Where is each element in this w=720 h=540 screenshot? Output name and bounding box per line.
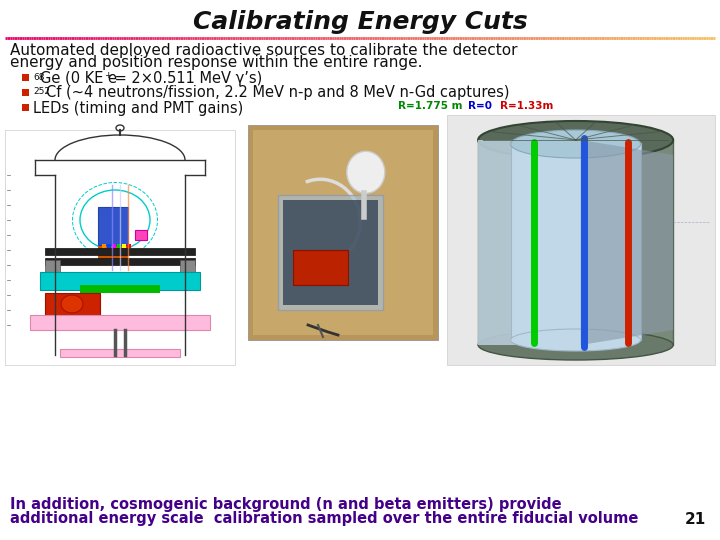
- Text: = 2×0.511 MeV γ’s): = 2×0.511 MeV γ’s): [110, 71, 262, 85]
- Bar: [478, 140, 673, 345]
- Bar: [278, 195, 383, 310]
- Text: R=0: R=0: [468, 101, 492, 111]
- Text: Cf (~4 neutrons/fission, 2.2 MeV n-p and 8 MeV n-Gd captures): Cf (~4 neutrons/fission, 2.2 MeV n-p and…: [46, 85, 510, 100]
- Text: In addition, cosmogenic background (n and beta emitters) provide: In addition, cosmogenic background (n an…: [10, 497, 562, 512]
- Polygon shape: [580, 140, 673, 345]
- Bar: [122, 244, 126, 248]
- Ellipse shape: [347, 151, 384, 193]
- Polygon shape: [478, 140, 571, 345]
- Bar: [510, 143, 641, 340]
- Bar: [283, 200, 378, 305]
- Bar: [102, 244, 106, 248]
- Bar: [253, 130, 433, 335]
- Text: LEDs (timing and PMT gains): LEDs (timing and PMT gains): [33, 100, 243, 116]
- Bar: [60, 349, 180, 357]
- Bar: [127, 244, 131, 248]
- Bar: [180, 260, 195, 280]
- Bar: [112, 244, 116, 248]
- Bar: [30, 315, 210, 330]
- Bar: [248, 125, 438, 340]
- Text: +: +: [104, 71, 112, 79]
- Bar: [293, 250, 348, 285]
- Bar: [22, 74, 29, 81]
- Text: 252: 252: [33, 87, 50, 97]
- Bar: [22, 104, 29, 111]
- Bar: [22, 89, 29, 96]
- Bar: [447, 115, 715, 365]
- Bar: [98, 246, 128, 260]
- Ellipse shape: [478, 330, 673, 360]
- Text: 68: 68: [33, 72, 45, 82]
- Bar: [117, 244, 121, 248]
- Bar: [45, 258, 195, 265]
- Ellipse shape: [478, 121, 673, 159]
- Ellipse shape: [510, 329, 641, 351]
- Bar: [5, 130, 235, 365]
- Ellipse shape: [61, 295, 83, 313]
- Ellipse shape: [510, 130, 641, 158]
- Text: Ge (0 KE e: Ge (0 KE e: [40, 71, 117, 85]
- Text: energy and position response within the entire range.: energy and position response within the …: [10, 56, 423, 71]
- Text: R=1.33m: R=1.33m: [500, 101, 554, 111]
- Bar: [45, 293, 100, 315]
- Bar: [135, 230, 147, 240]
- Text: 21: 21: [685, 511, 706, 526]
- Bar: [45, 260, 60, 280]
- Text: Automated deployed radioactive sources to calibrate the detector: Automated deployed radioactive sources t…: [10, 43, 518, 57]
- Bar: [40, 272, 200, 290]
- Text: Calibrating Energy Cuts: Calibrating Energy Cuts: [193, 10, 527, 34]
- Bar: [80, 285, 160, 293]
- Bar: [45, 248, 195, 255]
- Bar: [107, 244, 111, 248]
- Bar: [98, 207, 128, 245]
- Text: additional energy scale  calibration sampled over the entire fiducial volume: additional energy scale calibration samp…: [10, 511, 639, 526]
- Text: R=1.775 m: R=1.775 m: [398, 101, 462, 111]
